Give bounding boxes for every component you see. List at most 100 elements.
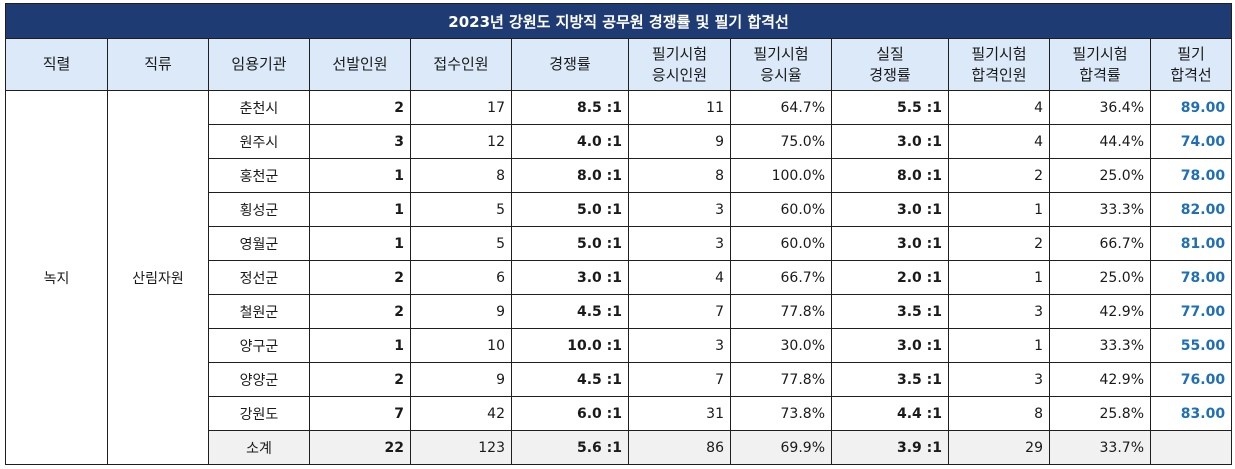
column-header-line: 경쟁률 bbox=[549, 55, 591, 73]
column-header: 임용기관 bbox=[208, 38, 310, 91]
pass-rate-cell: 33.3% bbox=[1049, 328, 1151, 363]
agency-cell: 철원군 bbox=[208, 294, 310, 329]
column-header-line: 실질 bbox=[876, 44, 904, 63]
applied-cell: 8 bbox=[410, 158, 512, 193]
column-header: 직류 bbox=[107, 38, 209, 91]
ratio-cell: 4.5 :1 bbox=[511, 362, 629, 397]
exam-rate-cell: 100.0% bbox=[730, 158, 832, 193]
applied-cell: 123 bbox=[410, 430, 512, 465]
table-row: 양구군 1 10 10.0 :1 3 30.0% 3.0 :1 1 33.3% 55.00 bbox=[6, 328, 1233, 363]
table-row: 횡성군 1 5 5.0 :1 3 60.0% 3.0 :1 1 33.3% 82.00 bbox=[6, 192, 1233, 227]
agency-cell: 춘천시 bbox=[208, 90, 310, 125]
ratio-cell: 4.0 :1 bbox=[511, 124, 629, 159]
passed-cell: 1 bbox=[948, 192, 1050, 227]
column-header-line: 임용기관 bbox=[231, 55, 287, 73]
pass-rate-cell: 25.0% bbox=[1049, 260, 1151, 295]
agency-cell: 양구군 bbox=[208, 328, 310, 363]
exam-rate-cell: 30.0% bbox=[730, 328, 832, 363]
cutoff-cell: 78.00 bbox=[1149, 158, 1233, 193]
agency-cell: 소계 bbox=[208, 430, 310, 465]
cutoff-cell: 76.00 bbox=[1149, 362, 1233, 397]
real-ratio-cell: 3.0 :1 bbox=[831, 192, 949, 227]
agency-cell: 양양군 bbox=[208, 362, 310, 397]
table-row: 강원도 7 42 6.0 :1 31 73.8% 4.4 :1 8 25.8% 83.00 bbox=[6, 396, 1233, 431]
column-header-line: 직렬 bbox=[42, 55, 71, 73]
exam-takers-cell: 3 bbox=[628, 226, 731, 261]
pass-rate-cell: 44.4% bbox=[1049, 124, 1151, 159]
ratio-cell: 6.0 :1 bbox=[511, 396, 629, 431]
passed-cell: 29 bbox=[948, 430, 1050, 465]
agency-cell: 강원도 bbox=[208, 396, 310, 431]
selected-cell: 2 bbox=[309, 362, 411, 397]
results-table: 2023년 강원도 지방직 공무원 경쟁률 및 필기 합격선 직렬 직류 임용기관 선… bbox=[4, 3, 1233, 465]
column-header-line: 합격선 bbox=[1170, 65, 1212, 84]
applied-cell: 9 bbox=[410, 294, 512, 329]
passed-cell: 3 bbox=[948, 362, 1050, 397]
applied-cell: 5 bbox=[410, 226, 512, 261]
pass-rate-cell: 25.0% bbox=[1049, 158, 1151, 193]
column-header-line: 응시율 bbox=[760, 65, 802, 84]
exam-rate-cell: 77.8% bbox=[730, 294, 832, 329]
real-ratio-cell: 3.5 :1 bbox=[831, 362, 949, 397]
passed-cell: 1 bbox=[948, 260, 1050, 295]
real-ratio-cell: 2.0 :1 bbox=[831, 260, 949, 295]
applied-cell: 6 bbox=[410, 260, 512, 295]
selected-cell: 2 bbox=[309, 260, 411, 295]
selected-cell: 7 bbox=[309, 396, 411, 431]
cutoff-cell: 82.00 bbox=[1149, 192, 1233, 227]
table-row: 철원군 2 9 4.5 :1 7 77.8% 3.5 :1 3 42.9% 77.00 bbox=[6, 294, 1233, 329]
table-title: 2023년 강원도 지방직 공무원 경쟁률 및 필기 합격선 bbox=[4, 3, 1233, 39]
cutoff-cell: 55.00 bbox=[1149, 328, 1233, 363]
pass-rate-cell: 33.3% bbox=[1049, 192, 1151, 227]
cutoff-cell: 78.00 bbox=[1149, 260, 1233, 295]
exam-rate-cell: 64.7% bbox=[730, 90, 832, 125]
cutoff-cell: 77.00 bbox=[1149, 294, 1233, 329]
passed-cell: 3 bbox=[948, 294, 1050, 329]
real-ratio-cell: 3.9 :1 bbox=[831, 430, 949, 465]
pass-rate-cell: 66.7% bbox=[1049, 226, 1151, 261]
agency-cell: 영월군 bbox=[208, 226, 310, 261]
exam-rate-cell: 66.7% bbox=[730, 260, 832, 295]
column-header-line: 합격률 bbox=[1079, 65, 1121, 84]
ratio-cell: 10.0 :1 bbox=[511, 328, 629, 363]
passed-cell: 8 bbox=[948, 396, 1050, 431]
column-header: 접수인원 bbox=[410, 38, 512, 91]
table-body: 녹지 산림자원 춘천시 2 17 8.5 :1 11 64.7% 5.5 :1 4 36.4% 89.… bbox=[5, 90, 1233, 465]
exam-rate-cell: 75.0% bbox=[730, 124, 832, 159]
column-header: 선발인원 bbox=[309, 38, 411, 91]
cutoff-cell: 89.00 bbox=[1149, 90, 1233, 125]
passed-cell: 4 bbox=[948, 90, 1050, 125]
column-header-line: 필기시험 bbox=[753, 44, 809, 63]
ratio-cell: 8.0 :1 bbox=[511, 158, 629, 193]
column-header-line: 경쟁률 bbox=[869, 65, 911, 84]
column-header-line: 응시인원 bbox=[651, 65, 708, 84]
ratio-cell: 4.5 :1 bbox=[511, 294, 629, 329]
real-ratio-cell: 3.5 :1 bbox=[831, 294, 949, 329]
selected-cell: 22 bbox=[309, 430, 411, 465]
header-row: 직렬 직류 임용기관 선발인원 접수인원 경쟁률 필기시험 응시인원 필기시험 응시율 실질 경쟁률 필… bbox=[5, 38, 1233, 91]
exam-takers-cell: 11 bbox=[628, 90, 731, 125]
exam-takers-cell: 9 bbox=[628, 124, 731, 159]
passed-cell: 4 bbox=[948, 124, 1050, 159]
column-header: 직렬 bbox=[5, 38, 108, 91]
real-ratio-cell: 3.0 :1 bbox=[831, 328, 949, 363]
exam-takers-cell: 31 bbox=[628, 396, 731, 431]
real-ratio-cell: 4.4 :1 bbox=[831, 396, 949, 431]
agency-cell: 홍천군 bbox=[208, 158, 310, 193]
column-header-line: 필기 bbox=[1177, 44, 1205, 63]
passed-cell: 2 bbox=[948, 226, 1050, 261]
category-cell: 산림자원 bbox=[107, 90, 209, 465]
column-header-line: 합격인원 bbox=[971, 65, 1027, 84]
table-row: 원주시 3 12 4.0 :1 9 75.0% 3.0 :1 4 44.4% 74.00 bbox=[6, 124, 1233, 159]
summary-row: 소계 22 123 5.6 :1 86 69.9% 3.9 :1 29 33.7% bbox=[6, 430, 1233, 465]
exam-rate-cell: 73.8% bbox=[730, 396, 832, 431]
table-row: 영월군 1 5 5.0 :1 3 60.0% 3.0 :1 2 66.7% 81.00 bbox=[6, 226, 1233, 261]
column-header-line: 필기시험 bbox=[1072, 44, 1128, 63]
applied-cell: 10 bbox=[410, 328, 512, 363]
exam-takers-cell: 8 bbox=[628, 158, 731, 193]
agency-cell: 정선군 bbox=[208, 260, 310, 295]
exam-takers-cell: 7 bbox=[628, 294, 731, 329]
